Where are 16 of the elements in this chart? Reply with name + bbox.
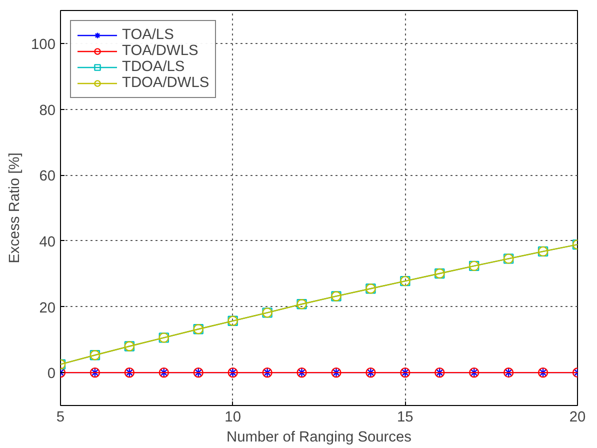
legend-label: TOA/DWLS [122, 43, 198, 59]
legend-label: TDOA/LS [122, 59, 185, 75]
y-tick-label: 20 [39, 300, 56, 316]
y-tick-label: 40 [39, 234, 56, 250]
y-tick-label: 100 [31, 36, 56, 53]
legend-label: TOA/LS [122, 27, 174, 43]
x-tick-label: 20 [569, 410, 586, 426]
y-tick-label: 80 [39, 102, 56, 119]
x-tick-label: 15 [397, 410, 414, 426]
y-tick-label: 60 [39, 168, 56, 185]
y-axis-title: Excess Ratio [%] [7, 152, 24, 264]
x-tick-label: 5 [56, 410, 65, 426]
x-tick-label: 10 [224, 410, 241, 426]
x-axis-title: Number of Ranging Sources [226, 430, 412, 446]
y-tick-label: 0 [47, 366, 56, 382]
legend-label: TDOA/DWLS [122, 75, 210, 91]
